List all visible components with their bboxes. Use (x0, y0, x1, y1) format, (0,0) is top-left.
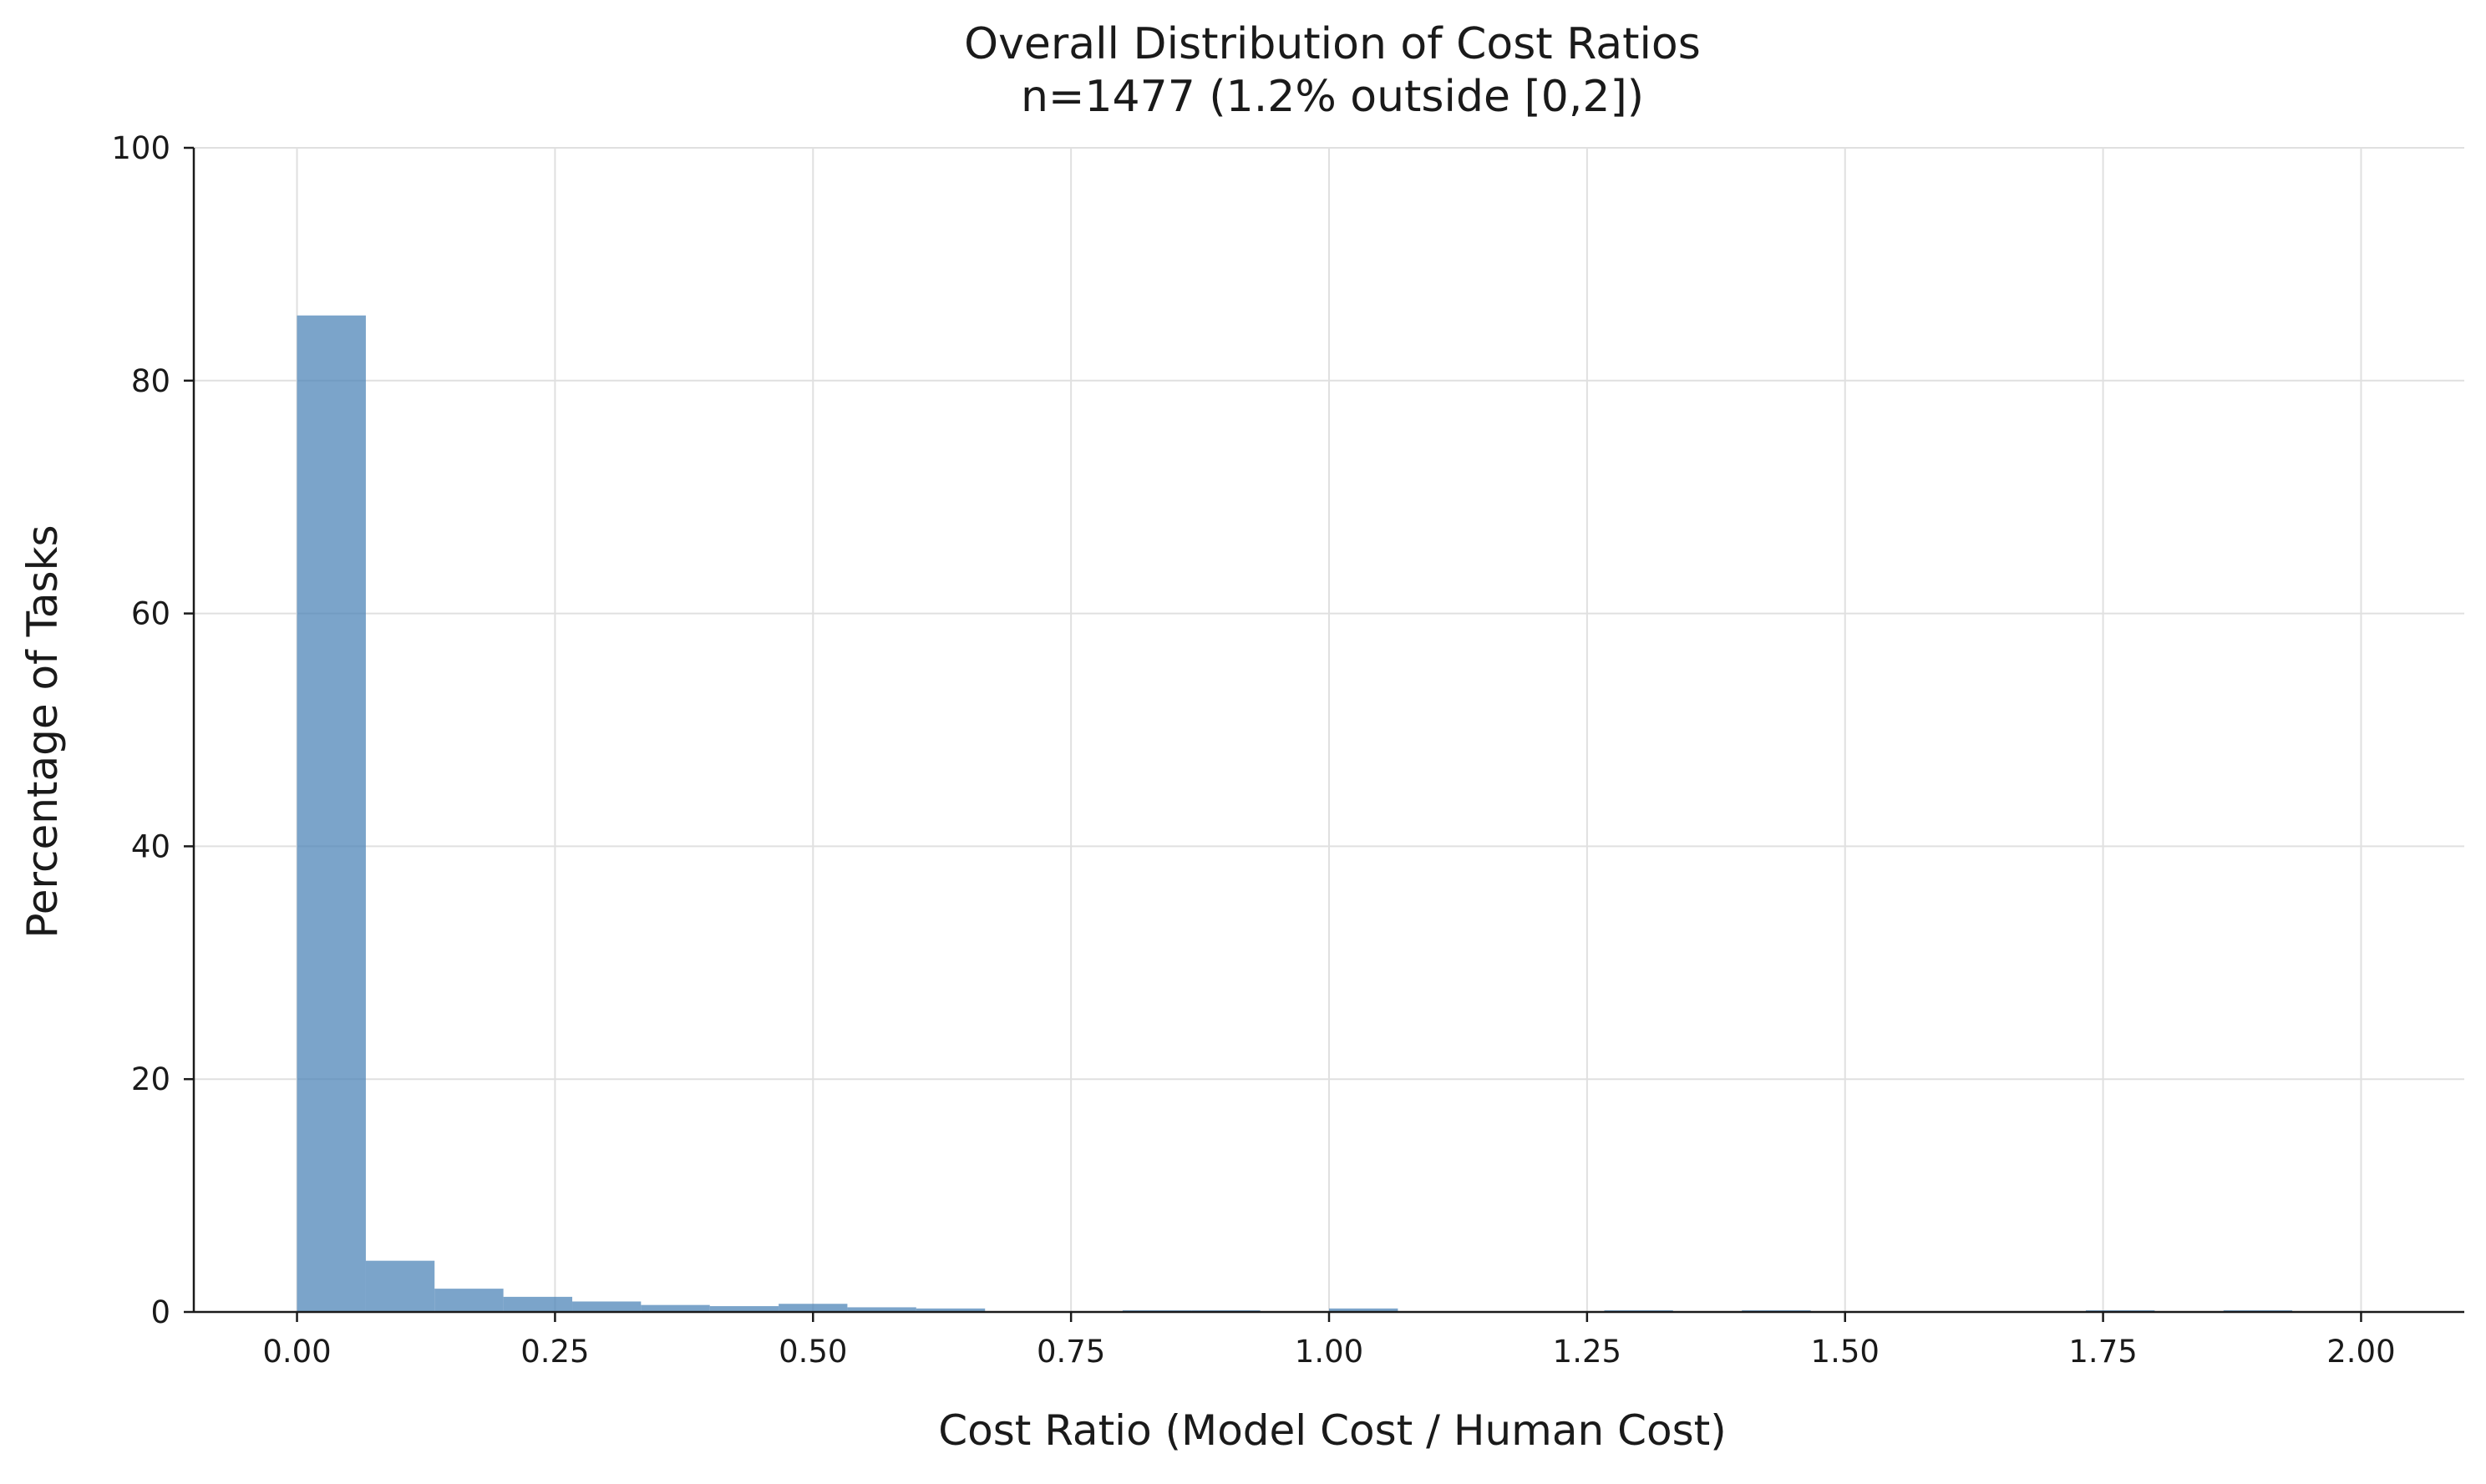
x-tick-label: 0.75 (1037, 1334, 1105, 1370)
x-tick-label: 0.00 (262, 1334, 331, 1370)
x-tick-label: 1.50 (1811, 1334, 1880, 1370)
histogram-bar (1329, 1308, 1398, 1312)
chart-title: Overall Distribution of Cost Ratios (964, 19, 1701, 69)
histogram-bars (297, 315, 2293, 1313)
grid-lines (194, 147, 2464, 1313)
histogram-bar (916, 1308, 986, 1312)
axes (184, 146, 2464, 1322)
x-axis-label: Cost Ratio (Model Cost / Human Cost) (938, 1406, 1727, 1455)
histogram-bar (709, 1306, 779, 1312)
y-tick-label: 0 (150, 1294, 170, 1330)
y-tick-label: 20 (131, 1061, 170, 1097)
y-tick-label: 80 (131, 363, 170, 399)
histogram-bar (434, 1289, 504, 1312)
x-tick-label: 1.75 (2068, 1334, 2137, 1370)
x-tick-label: 0.25 (520, 1334, 589, 1370)
x-tick-label: 2.00 (2326, 1334, 2395, 1370)
y-tick-label: 60 (131, 596, 170, 632)
histogram-bar (572, 1301, 642, 1312)
y-axis-label: Percentage of Tasks (18, 524, 67, 938)
y-tick-label: 40 (131, 828, 170, 864)
tick-labels: 0.00 0.25 0.50 0.75 1.00 1.25 1.50 1.75 2.00 0 20 4… (111, 130, 2395, 1370)
histogram-bar (365, 1260, 435, 1312)
histogram-bar (297, 315, 366, 1313)
y-tick-label: 100 (111, 130, 170, 166)
histogram-bar (847, 1307, 916, 1312)
x-tick-label: 0.50 (779, 1334, 847, 1370)
chart-subtitle: n=1477 (1.2% outside [0,2]) (1021, 72, 1644, 122)
histogram-bar (641, 1304, 710, 1312)
x-tick-label: 1.00 (1295, 1334, 1363, 1370)
x-tick-label: 1.25 (1553, 1334, 1621, 1370)
histogram-bar (503, 1296, 573, 1312)
histogram-bar (779, 1304, 848, 1312)
